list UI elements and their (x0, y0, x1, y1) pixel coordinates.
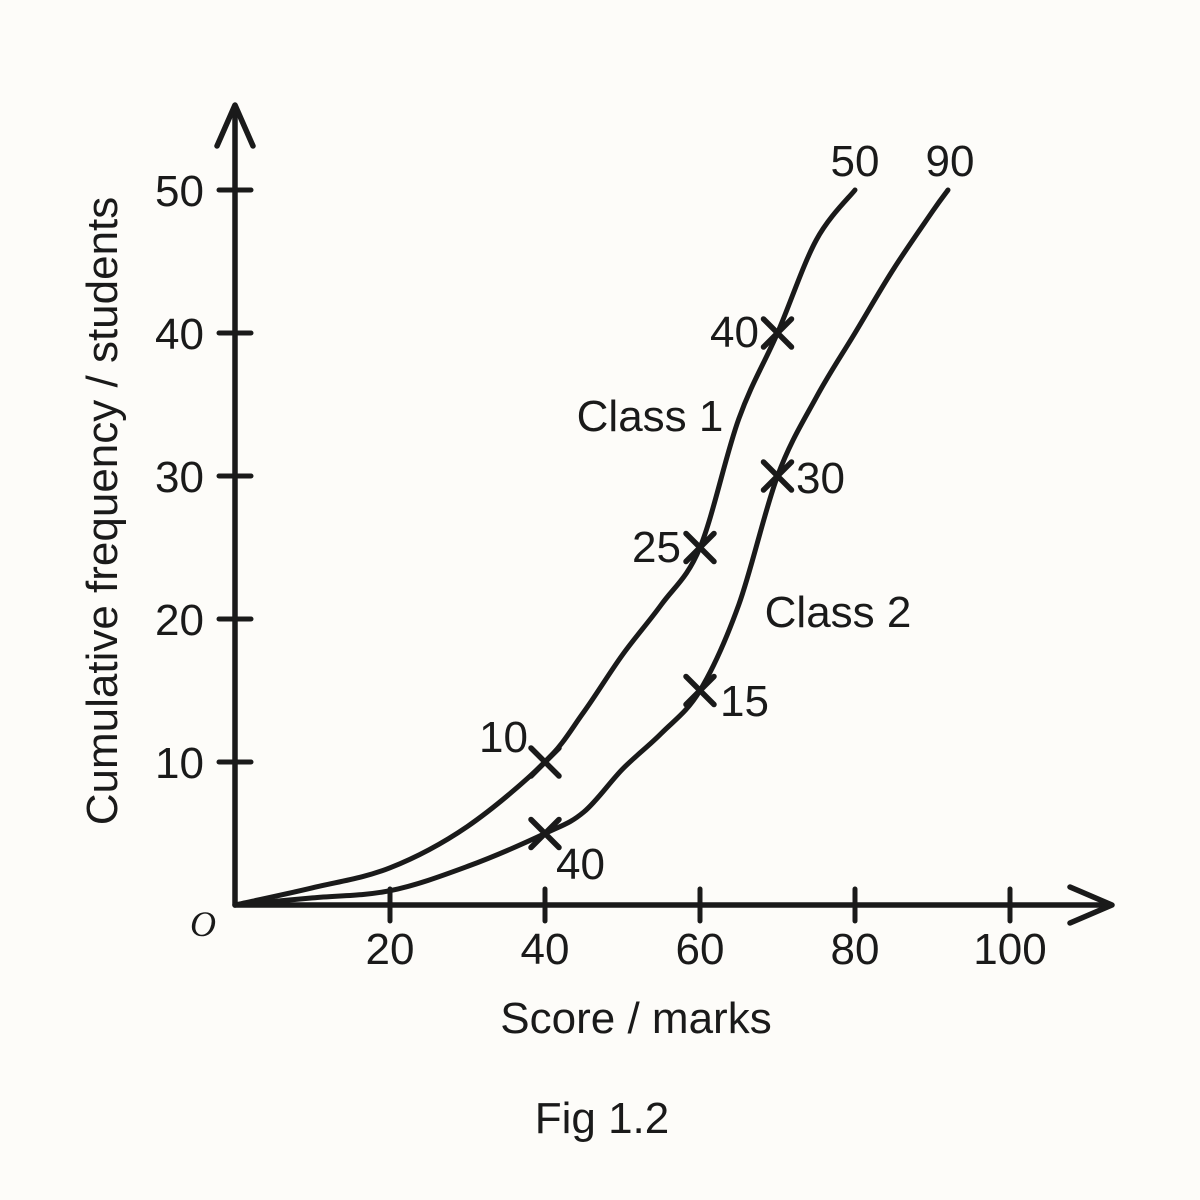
data-point-x-icon (528, 816, 562, 851)
point-label-class2-cf30: 30 (796, 454, 845, 503)
point-label-class2-cf15: 15 (720, 677, 769, 726)
x-axis-tick-label: 60 (676, 925, 725, 974)
data-point-x-icon (760, 459, 795, 493)
data-point-x-icon (683, 673, 717, 708)
data-point-x-icon (683, 530, 717, 565)
y-axis-tick-label: 40 (155, 310, 204, 359)
class-2-point-markers (528, 459, 795, 851)
class-1-point-markers (528, 316, 795, 779)
data-point-x-icon (528, 745, 562, 779)
axes: 20 40 60 80 100 10 20 30 40 50 (155, 102, 1115, 974)
y-axis-tick-label: 30 (155, 453, 204, 502)
y-axis-tick-label: 10 (155, 739, 204, 788)
point-label-class1-cf10: 10 (479, 713, 528, 762)
x-axis-arrow-icon (1067, 884, 1115, 926)
x-axis-title: Score / marks (500, 994, 771, 1043)
figure-caption: Fig 1.2 (535, 1094, 670, 1143)
y-axis-arrow-icon (214, 102, 256, 149)
y-axis-tick-label: 50 (155, 167, 204, 216)
curve-end-label-class1: 50 (831, 137, 880, 186)
class-2-curve (232, 187, 951, 908)
series-label-class1: Class 1 (577, 392, 724, 441)
y-axis-tick-label: 20 (155, 596, 204, 645)
data-point-x-icon (760, 316, 795, 350)
x-axis-tick-label: 20 (366, 925, 415, 974)
point-label-class1-cf40: 40 (710, 308, 759, 357)
series-label-class2: Class 2 (765, 588, 912, 637)
x-axis-tick-label: 80 (831, 925, 880, 974)
x-axis-ticks: 20 40 60 80 100 (366, 886, 1047, 974)
point-label-class1-cf25: 25 (632, 523, 681, 572)
x-axis-tick-label: 100 (973, 925, 1046, 974)
y-axis-title: Cumulative frequency / students (78, 197, 127, 826)
curve-end-label-class2: 90 (926, 137, 975, 186)
class-1-curve (232, 187, 858, 908)
y-axis-ticks: 10 20 30 40 50 (155, 167, 254, 788)
origin-label: O (190, 904, 216, 944)
point-label-class2-score40: 40 (556, 840, 605, 889)
x-axis-tick-label: 40 (521, 925, 570, 974)
